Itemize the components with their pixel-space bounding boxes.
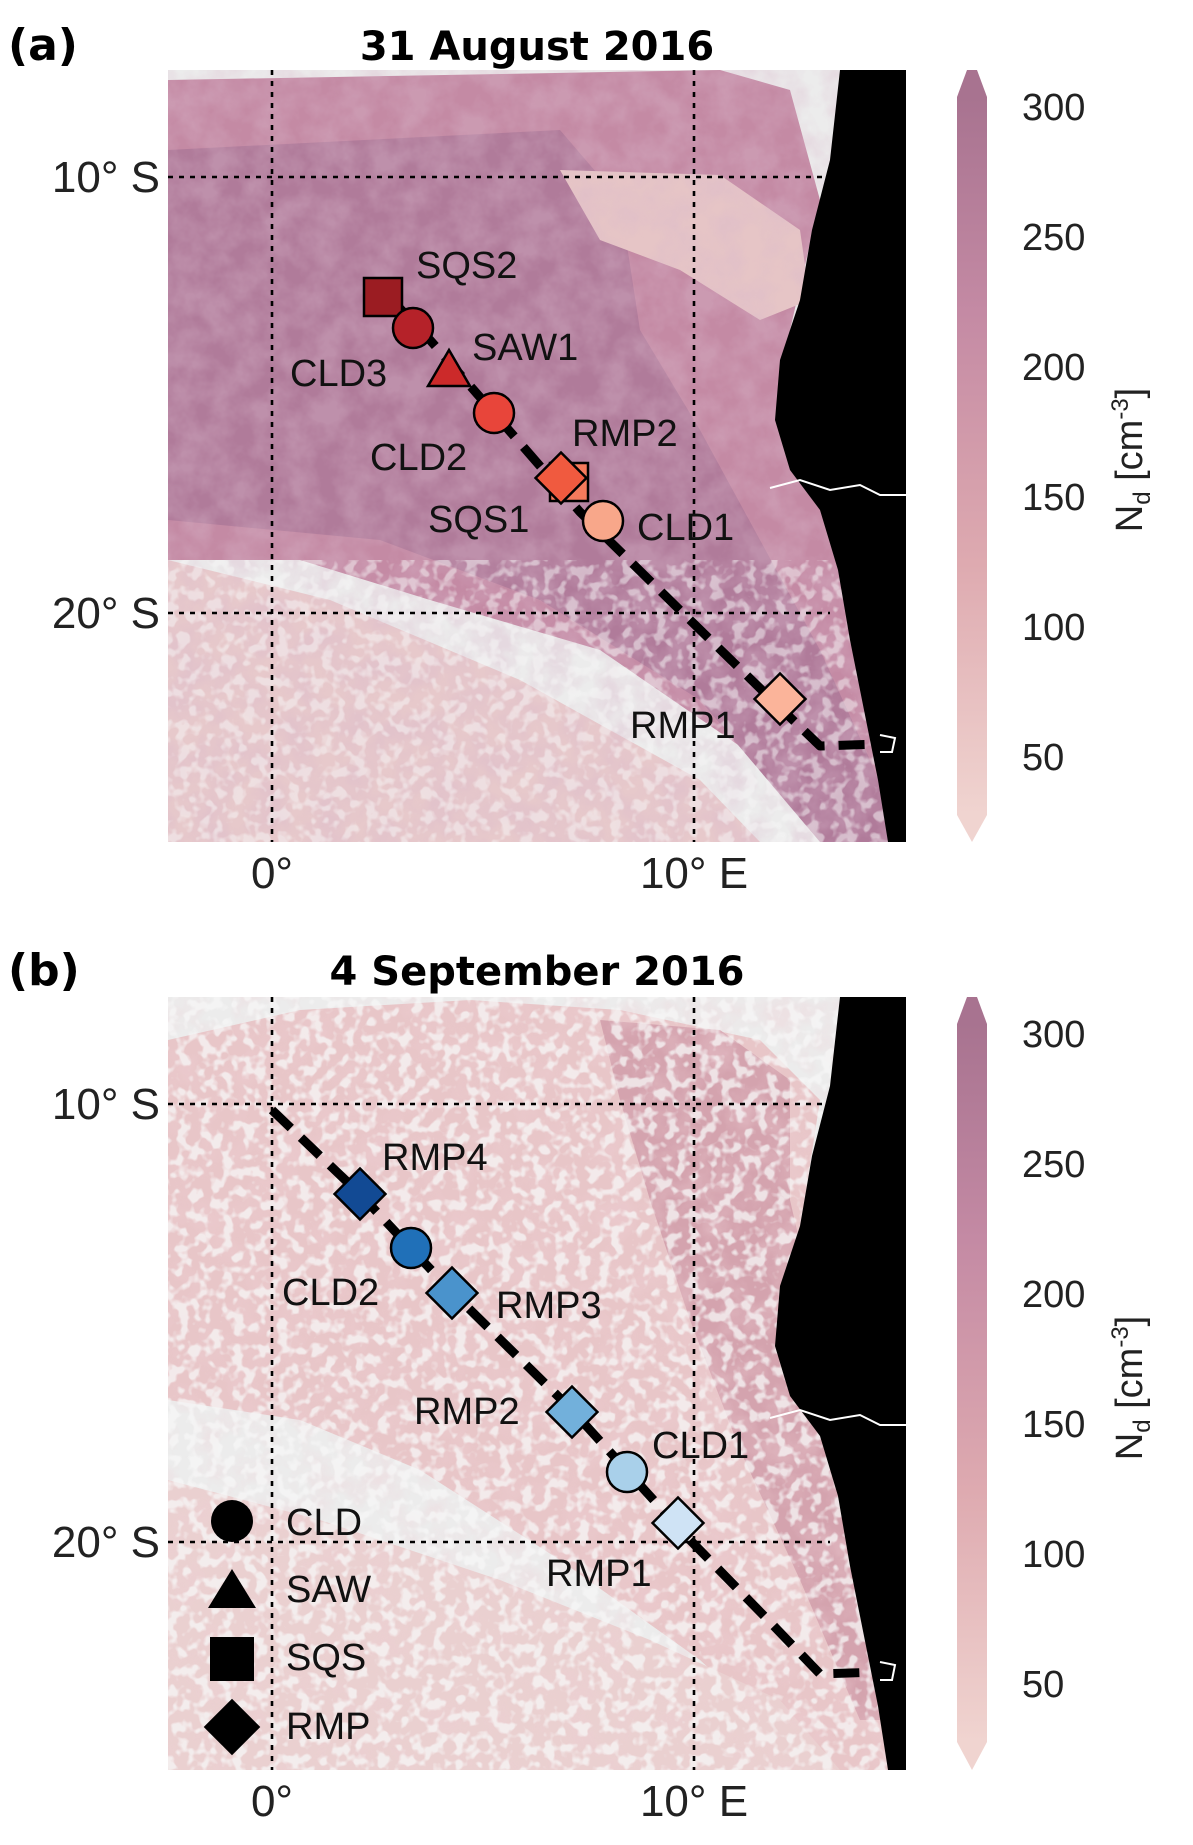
site-label: CLD1 — [652, 1425, 749, 1467]
flight-track — [386, 294, 881, 751]
panel-title: 31 August 2016 — [360, 24, 714, 70]
colorbar-bar — [957, 97, 987, 815]
site-label: SQS2 — [416, 245, 517, 287]
colorbar-tick-label: 250 — [1022, 1144, 1085, 1186]
land — [775, 997, 906, 1770]
cld-marker — [472, 391, 516, 435]
rmp-marker — [544, 1384, 600, 1440]
site-label: RMP2 — [572, 413, 678, 455]
site-label: SQS1 — [428, 499, 529, 541]
panel-letter: (a) — [8, 20, 78, 71]
country-border — [769, 1408, 906, 1426]
legend-label: SAW — [286, 1569, 371, 1611]
track-end — [879, 734, 897, 753]
colorbar-tick-label: 100 — [1022, 607, 1085, 649]
site-label: SAW1 — [472, 327, 578, 369]
colorbar-tick-label: 250 — [1022, 217, 1085, 259]
colorbar-tick-label: 100 — [1022, 1534, 1085, 1576]
rmp-marker — [533, 450, 589, 506]
colorbar-extend-min — [957, 1742, 987, 1770]
sqs-marker — [362, 276, 404, 318]
legend-cld-marker — [211, 1500, 253, 1542]
rmp-marker — [332, 1166, 388, 1222]
colorbar-bar — [957, 1024, 987, 1742]
colorbar: 300 250 200 150 100 50 Nd [cm-3] — [957, 997, 1156, 1770]
colorbar-extend-max — [957, 70, 987, 97]
colorbar-title: Nd [cm-3] — [1107, 1316, 1156, 1461]
colorbar-extend-min — [957, 815, 987, 842]
grid — [168, 997, 830, 1770]
colorbar-tick-label: 50 — [1022, 737, 1064, 779]
colorbar-title: Nd [cm-3] — [1107, 388, 1156, 533]
cld-marker — [605, 1450, 649, 1494]
site-label: CLD2 — [282, 1272, 379, 1314]
colorbar-tick-label: 150 — [1022, 477, 1085, 519]
panel-a: (a) 31 August 2016 — [8, 20, 1156, 898]
lon-tick-label: 10° E — [640, 1777, 748, 1826]
site-label: RMP1 — [546, 1553, 652, 1595]
rmp-marker — [424, 1265, 480, 1321]
colorbar-tick-label: 200 — [1022, 1274, 1085, 1316]
lat-tick-label: 10° S — [52, 1080, 160, 1129]
panel-title: 4 September 2016 — [330, 949, 745, 995]
saw-marker — [425, 347, 473, 388]
colorbar-tick-label: 50 — [1022, 1664, 1064, 1706]
lon-tick-label: 10° E — [640, 849, 748, 898]
site-markers — [362, 276, 808, 727]
legend-rmp-marker — [203, 1698, 261, 1756]
panel-b: (b) 4 September 2016 — [8, 945, 1156, 1826]
legend-sqs-marker — [210, 1637, 254, 1681]
lat-tick-label: 20° S — [52, 589, 160, 638]
rmp-marker — [650, 1495, 706, 1551]
site-label: RMP4 — [382, 1137, 488, 1179]
grid — [168, 70, 830, 842]
cld-marker — [389, 1226, 433, 1270]
colorbar-tick-label: 150 — [1022, 1404, 1085, 1446]
site-labels: SQS2 CLD3 SAW1 CLD2 RMP2 SQS1 CLD1 RMP1 — [290, 245, 736, 747]
colorbar-tick-label: 200 — [1022, 347, 1085, 389]
site-label: RMP3 — [496, 1285, 602, 1327]
land — [775, 70, 906, 842]
legend-label: CLD — [286, 1502, 362, 1544]
track-end — [879, 1661, 897, 1681]
site-label: CLD2 — [370, 437, 467, 479]
site-label: RMP1 — [630, 705, 736, 747]
rmp-marker — [752, 671, 808, 727]
country-border — [769, 478, 906, 496]
cld-marker — [391, 306, 435, 350]
lat-tick-label: 20° S — [52, 1518, 160, 1567]
colorbar-tick-label: 300 — [1022, 87, 1085, 129]
colorbar-tick-label: 300 — [1022, 1014, 1085, 1056]
legend-label: SQS — [286, 1637, 366, 1679]
site-label: RMP2 — [414, 1391, 520, 1433]
colorbar: 300 250 200 150 100 50 Nd [cm-3] — [957, 70, 1156, 842]
marker-legend: CLD SAW SQS RMP — [203, 1500, 371, 1756]
legend-saw-marker — [208, 1569, 256, 1608]
cld-marker — [581, 499, 625, 543]
site-label: CLD3 — [290, 353, 387, 395]
colorbar-extend-max — [957, 997, 987, 1024]
panel-letter: (b) — [8, 945, 80, 996]
site-label: CLD1 — [637, 507, 734, 549]
lon-tick-label: 0° — [251, 1777, 293, 1826]
site-labels: RMP4 CLD2 RMP3 RMP2 CLD1 RMP1 — [282, 1137, 749, 1595]
lon-tick-label: 0° — [251, 849, 293, 898]
flight-track — [268, 1106, 881, 1679]
legend-label: RMP — [286, 1706, 370, 1748]
lat-tick-label: 10° S — [52, 153, 160, 202]
site-markers — [332, 1166, 706, 1551]
